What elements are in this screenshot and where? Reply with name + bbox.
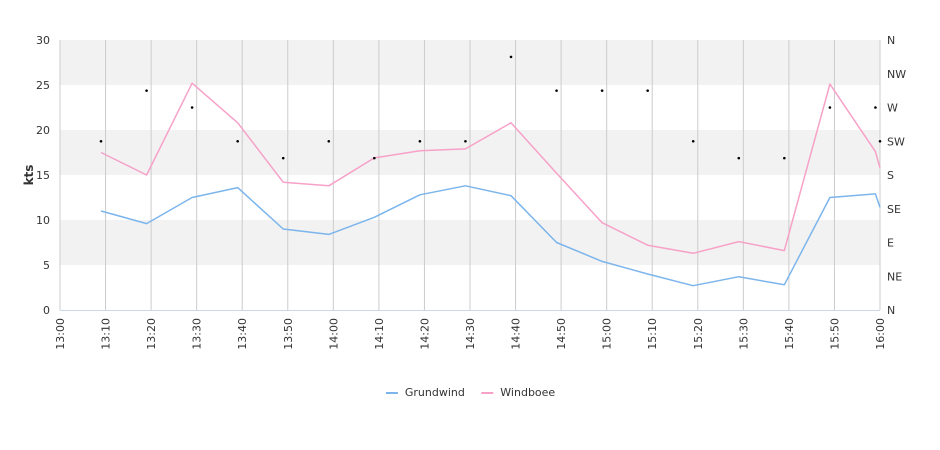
- direction-tick-label: S: [887, 169, 894, 182]
- direction-tick-label: W: [887, 102, 898, 115]
- direction-point: [737, 156, 741, 160]
- direction-axis-ticks: N NE E SE S SW W NW N: [887, 34, 906, 317]
- direction-point: [464, 139, 467, 143]
- direction-point: [99, 139, 103, 143]
- direction-point: [828, 106, 832, 109]
- y-tick-label: 0: [43, 304, 50, 317]
- direction-tick-label: NE: [887, 270, 902, 283]
- legend-item-windboee[interactable]: Windboee: [481, 386, 555, 399]
- series-lines: [100, 82, 881, 287]
- direction-tick-label: N: [887, 34, 895, 47]
- series-line-windboee: [100, 82, 881, 255]
- x-tick-label: 15:10: [646, 318, 659, 350]
- direction-tick-label: N: [887, 304, 895, 317]
- x-tick-label: 16:00: [874, 318, 887, 350]
- direction-point: [691, 139, 695, 143]
- x-tick-label: 14:50: [555, 318, 568, 350]
- legend[interactable]: Grundwind Windboee: [385, 386, 556, 399]
- direction-point: [418, 139, 422, 143]
- y-axis-ticks: 0 5 10 15 20 25 30: [36, 34, 50, 317]
- direction-point: [373, 156, 376, 160]
- y-tick-label: 20: [36, 124, 50, 137]
- x-tick-label: 13:50: [282, 318, 295, 350]
- x-tick-label: 13:30: [191, 318, 204, 350]
- direction-tick-label: SE: [887, 203, 901, 216]
- y-tick-label: 15: [36, 169, 50, 182]
- y-tick-label: 5: [43, 259, 50, 272]
- y-tick-label: 10: [36, 214, 50, 227]
- direction-point: [509, 55, 513, 59]
- legend-item-grundwind[interactable]: Grundwind: [385, 386, 465, 399]
- x-tick-label: 15:20: [692, 318, 705, 350]
- x-tick-label: 14:40: [510, 318, 523, 350]
- legend-label: Grundwind: [405, 386, 465, 399]
- y-tick-label: 30: [36, 34, 50, 47]
- direction-markers: [99, 55, 882, 160]
- direction-point: [236, 139, 239, 143]
- direction-tick-label: E: [887, 237, 894, 250]
- y-axis-label: kts: [22, 165, 36, 186]
- legend-label: Windboee: [500, 386, 555, 399]
- direction-point: [555, 89, 558, 92]
- direction-point: [646, 89, 649, 92]
- x-tick-label: 13:40: [236, 318, 249, 350]
- direction-point: [600, 89, 604, 92]
- series-line-grundwind: [100, 185, 881, 287]
- vertical-grid: [59, 40, 881, 310]
- x-axis-ticks: 13:00 13:10 13:20 13:30 13:40 13:50 14:00 14:10…: [54, 318, 887, 350]
- x-tick-label: 14:20: [418, 318, 431, 350]
- x-tick-label: 13:20: [145, 318, 158, 350]
- x-tick-label: 13:00: [54, 318, 67, 350]
- direction-tick-label: SW: [887, 135, 905, 148]
- direction-point: [327, 139, 331, 143]
- x-tick-label: 15:30: [737, 318, 750, 350]
- direction-tick-label: NW: [887, 68, 906, 81]
- direction-point: [874, 106, 877, 109]
- x-tick-label: 15:50: [828, 318, 841, 350]
- direction-point: [783, 156, 786, 160]
- x-tick-label: 15:00: [601, 318, 614, 350]
- direction-point: [281, 156, 285, 160]
- x-tick-label: 15:40: [783, 318, 796, 350]
- direction-point: [878, 139, 882, 143]
- x-tick-label: 14:00: [327, 318, 340, 350]
- x-tick-label: 14:30: [464, 318, 477, 350]
- y-tick-label: 25: [36, 79, 50, 92]
- x-tick-label: 14:10: [373, 318, 386, 350]
- direction-point: [190, 106, 194, 109]
- x-tick-label: 13:10: [100, 318, 113, 350]
- direction-point: [145, 89, 148, 92]
